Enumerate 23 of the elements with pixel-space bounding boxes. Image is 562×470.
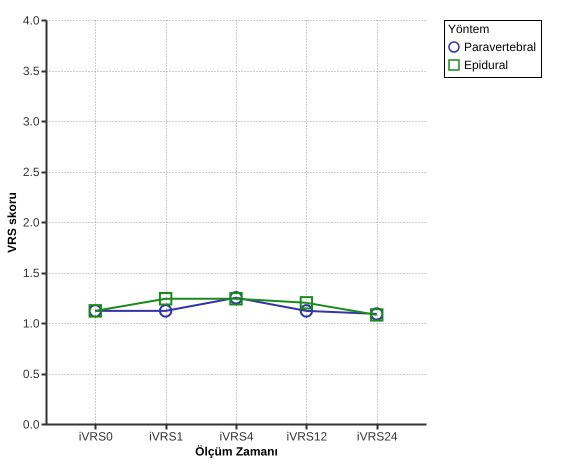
y-tick-label: 3.5 xyxy=(22,64,40,78)
y-tick-label: 2.0 xyxy=(22,216,40,230)
x-axis-title: Ölçüm Zamanı xyxy=(195,444,278,458)
y-tick-label: 3.0 xyxy=(22,114,40,128)
x-tick-label: iVRS4 xyxy=(219,430,254,444)
y-tick-label: 1.0 xyxy=(22,316,40,330)
y-tick-label: 2.5 xyxy=(22,165,40,179)
y-tick-label: 4.0 xyxy=(22,14,40,28)
x-tick-label: iVRS12 xyxy=(286,430,328,444)
y-tick-label: 0.5 xyxy=(22,367,40,381)
x-tick-label: iVRS1 xyxy=(149,430,184,444)
x-tick-label: iVRS0 xyxy=(78,430,114,444)
x-tick-label: iVRS24 xyxy=(356,430,398,444)
y-tick-label: 1.5 xyxy=(22,266,40,280)
legend-label: Paravertebral xyxy=(464,40,536,54)
legend-label: Epidural xyxy=(464,58,508,72)
point xyxy=(300,304,314,318)
point xyxy=(300,296,314,310)
legend-title: Yöntem xyxy=(448,22,490,36)
point xyxy=(158,304,172,318)
y-axis-title: VRS skoru xyxy=(4,192,19,253)
point xyxy=(158,292,172,306)
y-tick-label: 0.0 xyxy=(22,418,40,432)
